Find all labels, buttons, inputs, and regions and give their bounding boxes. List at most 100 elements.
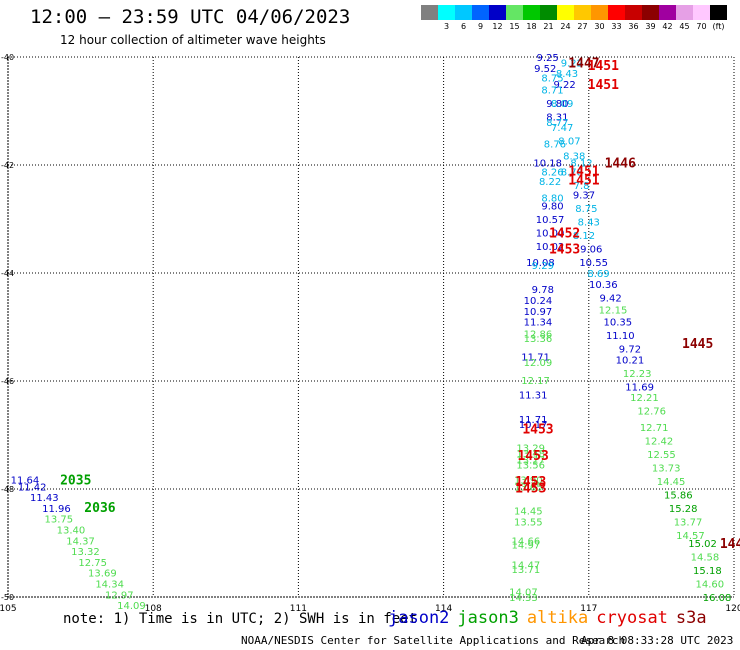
color-scale-labels: 3 6 9 12 15 18 21 24 27 30 33 36 39 42 45 70 (ft) [421,22,727,31]
wave-height-value: 12.17 [521,376,550,387]
wave-height-value: 12.71 [640,423,669,434]
satellite-legend: jason2 jason3 altika cryosat s3a [388,608,715,628]
scale-swatch [693,5,710,20]
x-tick-label: 120 [725,604,740,614]
y-tick-label: -40 [1,53,14,62]
legend-item-cryosat: cryosat [596,608,668,628]
wave-height-value: 9.22 [553,80,575,91]
footnote: note: 1) Time is in UTC; 2) SWH is in fe… [63,611,418,627]
time-label: 1453 [549,243,580,258]
scale-label: 21 [543,22,554,31]
scale-swatch [625,5,642,20]
scale-label: 36 [628,22,639,31]
time-label: 2036 [84,501,115,516]
wave-height-value: 9.42 [599,293,621,304]
footer-date: Apr 8 08:33:28 UTC 2023 [581,634,734,647]
wave-height-value: 8.12 [573,231,595,242]
scale-swatch [472,5,489,20]
scale-swatch [540,5,557,20]
scale-label: 6 [460,22,467,31]
wave-height-value: 11.71 [521,353,550,364]
time-label: 1451 [588,78,619,93]
time-label: 1453 [515,481,546,496]
footer-credit: NOAA/NESDIS Center for Satellite Applica… [241,634,626,647]
wave-height-value: 10.57 [536,215,565,226]
wave-height-value: 8.43 [578,218,600,229]
wave-height-value: 15.02 [688,539,717,550]
y-tick-label: -50 [1,593,14,602]
wave-height-value: 8.76 [544,139,566,150]
time-label: 1452 [549,227,580,242]
scale-label: 39 [645,22,656,31]
wave-height-value: 10.36 [589,280,618,291]
wave-height-value: 11.10 [606,331,635,342]
wave-height-value: 11.43 [30,493,59,504]
wave-height-value: 8.12 [570,158,592,169]
scale-label: 12 [492,22,503,31]
wave-height-value: 12.55 [647,450,676,461]
wave-height-value: 10.24 [524,296,553,307]
scale-label: 24 [560,22,571,31]
wave-height-value: 13.73 [652,463,681,474]
legend-item-jason2: jason2 [388,608,450,628]
x-tick-label: 105 [0,604,17,614]
chart-title: 12:00 — 23:59 UTC 04/06/2023 [30,6,351,28]
wave-height-value: 15.86 [664,490,693,501]
wave-height-value: 8.77 [546,118,568,129]
wave-height-value: 13.40 [57,526,86,537]
wave-height-value: 11.64 [11,475,40,486]
wave-height-value: 12.15 [599,306,628,317]
y-tick-label: -48 [1,485,14,494]
wave-height-value: 13.55 [514,517,543,528]
wave-height-value: 14.58 [691,553,720,564]
scale-swatch [574,5,591,20]
x-tick-label: 114 [435,604,452,614]
color-scale-bar [421,5,727,24]
wave-height-value: 13.75 [44,515,73,526]
wave-height-value: 8.31 [546,112,568,123]
wave-height-values: 9.25 9.229.52 8.438.759.228.719.808.098.31… [11,53,732,612]
wave-height-value: 14.66 [512,536,541,547]
time-label: 1453 [522,423,553,438]
wave-height-value: 10.21 [616,355,645,366]
wave-height-value: 10.08 [526,258,555,269]
wave-height-value: 7.47 [551,123,573,134]
wave-height-value: 14.47 [512,561,541,572]
wave-height-value: 14.33 [509,593,538,604]
wave-height-value: 11.31 [519,391,548,402]
wave-height-value: 13.48 [516,449,545,460]
wave-height-value: 9.72 [619,345,641,356]
scale-label: 42 [662,22,673,31]
wave-height-value: 14.45 [514,507,543,518]
wave-height-value: 13.90 [514,475,543,486]
chart-subtitle: 12 hour collection of altimeter wave hei… [60,33,326,47]
scale-swatch [710,5,727,20]
wave-height-value: 10.18 [533,158,562,169]
wave-height-value: 12.42 [645,436,674,447]
scale-label: 15 [509,22,520,31]
wave-height-value: 13.32 [71,547,100,558]
wave-height-value: 12.09 [524,358,553,369]
wave-height-value: 14.37 [66,536,95,547]
wave-height-value: 8.80 [541,193,563,204]
scale-label: 30 [594,22,605,31]
scale-swatch [523,5,540,20]
wave-height-value: 11.42 [18,482,47,493]
wave-height-value: 8.26 [541,167,563,178]
wave-height-value: 9.80 [546,99,568,110]
time-label: 1447 [568,56,599,71]
x-tick-label: 117 [580,604,597,614]
wave-height-value: 8.07 [558,137,580,148]
wave-height-value: 12.86 [524,329,553,340]
scale-label: 27 [577,22,588,31]
y-tick-label: -46 [1,377,14,386]
wave-height-value: 8.09 [551,99,573,110]
x-tick-label: 111 [290,604,307,614]
time-label: 1453 [515,475,546,490]
wave-height-value: 12.75 [78,558,107,569]
wave-height-value: 7.8 [574,181,590,192]
plot-grid [7,56,735,598]
scale-swatch [642,5,659,20]
wave-height-value: 14.34 [95,580,124,591]
